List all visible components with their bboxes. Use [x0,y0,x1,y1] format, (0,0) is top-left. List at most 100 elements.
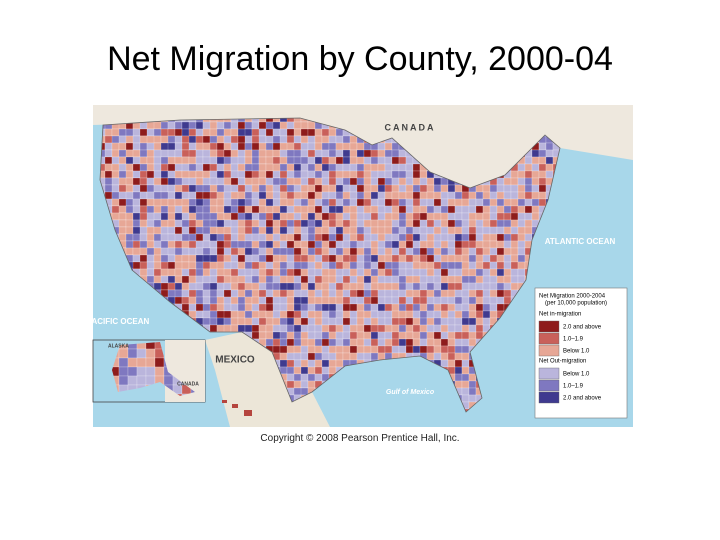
county [265,142,274,151]
county [146,184,155,193]
county [363,163,372,172]
county [244,198,253,207]
county [426,226,435,235]
county [328,128,337,137]
county [475,226,484,235]
county [314,359,323,368]
county [335,149,344,158]
county [370,149,379,158]
county [503,240,512,249]
county [370,198,379,207]
county [517,268,526,277]
county [349,191,358,200]
county [167,184,176,193]
us-outline [99,117,561,413]
county [146,275,155,284]
county [188,268,197,277]
county [216,303,225,312]
legend-group: Net in-migration [539,312,581,318]
county [356,338,365,347]
county [440,324,449,333]
county [419,198,428,207]
county [118,142,127,151]
county [356,310,365,319]
county [468,303,477,312]
county [531,177,540,186]
county [356,212,365,221]
county [454,373,463,382]
county [202,240,211,249]
county [454,247,463,256]
county [363,303,372,312]
county [468,226,477,235]
county [433,317,442,326]
county [314,317,323,326]
county [307,366,316,375]
county [321,163,330,172]
county [314,219,323,228]
county [398,324,407,333]
county [139,254,148,263]
county [272,254,281,263]
county [349,303,358,312]
county [363,219,372,228]
county [419,226,428,235]
county [314,128,323,137]
borough [145,375,156,386]
county [356,142,365,151]
county [265,170,274,179]
county [454,212,463,221]
county [174,296,183,305]
county [328,289,337,298]
county [307,226,316,235]
county [321,359,330,368]
county [468,331,477,340]
borough [154,366,165,377]
county [349,233,358,242]
county [139,156,148,165]
county [244,128,253,137]
county [230,303,239,312]
county [307,380,316,389]
county [202,170,211,179]
county [349,282,358,291]
county [454,310,463,319]
county [328,275,337,284]
county [440,233,449,242]
county [230,310,239,319]
county [335,212,344,221]
county [230,296,239,305]
county [237,282,246,291]
county [454,296,463,305]
county [279,254,288,263]
county [510,261,519,270]
county [181,156,190,165]
county [258,261,267,270]
county [426,247,435,256]
county [426,282,435,291]
county [370,268,379,277]
county [412,261,421,270]
county [454,191,463,200]
legend-swatch [538,379,560,392]
county [363,310,372,319]
county [461,394,470,403]
county [398,303,407,312]
county [223,268,232,277]
county [447,254,456,263]
borough [127,375,138,386]
county [300,212,309,221]
county [475,317,484,326]
county [314,282,323,291]
county [384,296,393,305]
county [377,352,386,361]
county [384,170,393,179]
county [321,331,330,340]
county [300,324,309,333]
county [377,170,386,179]
county [370,324,379,333]
county [405,191,414,200]
county [412,177,421,186]
county [244,191,253,200]
county [454,303,463,312]
